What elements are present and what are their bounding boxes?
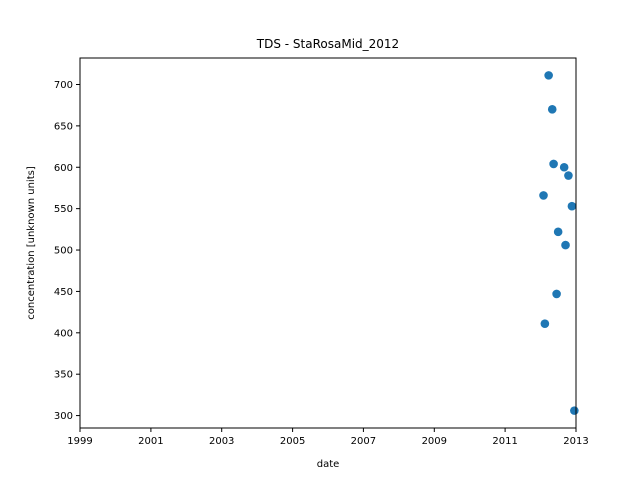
data-point	[544, 71, 553, 80]
y-tick-label: 700	[54, 80, 73, 91]
data-point	[549, 159, 558, 169]
y-tick-label: 450	[54, 287, 73, 298]
x-tick-label: 2001	[138, 436, 163, 447]
y-tick-label: 400	[54, 328, 73, 339]
x-tick-label: 1999	[67, 436, 92, 447]
data-point	[570, 406, 579, 415]
y-tick-label: 550	[54, 204, 73, 215]
data-point	[564, 171, 573, 180]
x-tick-label: 2009	[422, 436, 447, 447]
data-point	[553, 227, 563, 237]
x-tick-label: 2007	[351, 436, 376, 447]
x-tick-label: 2003	[209, 436, 234, 447]
y-axis-label: concentration [unknown units]	[26, 166, 37, 320]
y-tick-label: 300	[54, 411, 73, 422]
y-tick-label: 500	[54, 246, 73, 257]
y-tick-label: 350	[54, 370, 73, 381]
plot-frame	[79, 57, 577, 429]
x-tick-label: 2011	[492, 436, 517, 447]
data-point	[539, 191, 548, 200]
data-point	[561, 240, 570, 250]
y-tick-label: 650	[54, 121, 73, 132]
plot-area: 1999 2001 2003 2005 2007 2009 2011 2013 300 350 40…	[54, 71, 589, 447]
data-point	[567, 201, 577, 211]
data-point	[559, 162, 569, 172]
data-point	[552, 289, 561, 299]
x-tick-label: 2005	[280, 436, 305, 447]
data-point	[540, 319, 550, 329]
y-tick-label: 600	[54, 163, 73, 174]
x-tick-label: 2013	[563, 436, 588, 447]
data-point	[547, 105, 557, 114]
x-axis-label: date	[317, 459, 340, 470]
chart-title: TDS - StaRosaMid_2012	[256, 37, 399, 51]
